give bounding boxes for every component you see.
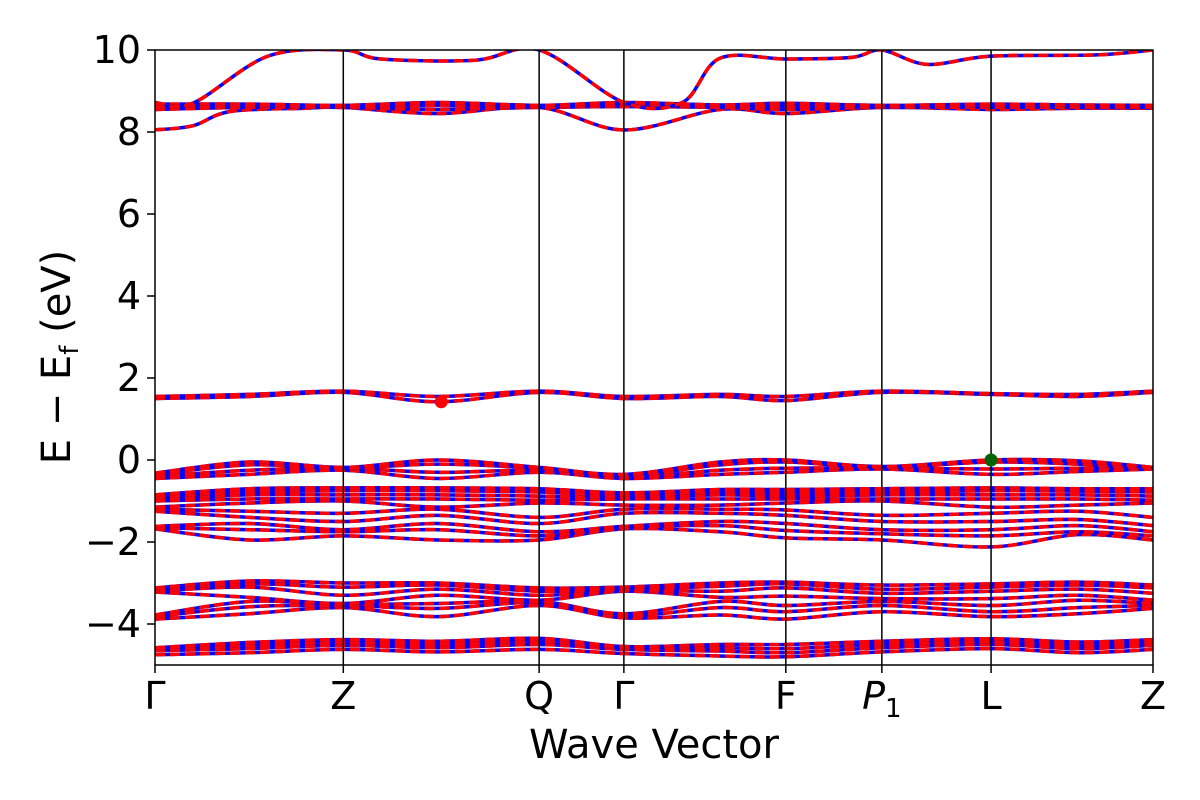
x-tick-label: Γ — [613, 674, 634, 718]
x-tick-label: Γ — [144, 674, 165, 718]
plot-frame — [154, 49, 1154, 666]
y-tick-label: 2 — [117, 356, 141, 400]
band-24-fit — [155, 457, 1153, 477]
extrema-markers — [434, 395, 998, 467]
y-tick-label: 0 — [117, 438, 141, 482]
y-tick-label: −2 — [85, 520, 141, 564]
y-axis-title-unit: (eV) — [34, 250, 80, 346]
y-tick-label: 4 — [117, 274, 141, 318]
y-tick-label: 6 — [117, 192, 141, 236]
x-tick-label: Z — [1140, 674, 1166, 718]
x-axis-title: Wave Vector — [529, 722, 780, 768]
y-axis-title: E − Ef (eV) — [34, 250, 85, 465]
y-axis-title-main: E − E — [34, 355, 80, 465]
x-tick-label: P1 — [862, 674, 901, 724]
y-axis: −4 −2 0 2 4 6 8 10 — [85, 28, 155, 646]
band-6-fit — [155, 598, 1153, 617]
band-27-fit — [155, 105, 1153, 132]
band-31-fit — [155, 50, 1153, 111]
x-tick-label: Q — [524, 674, 554, 718]
x-tick-label: Z — [330, 674, 356, 718]
vbm-marker — [984, 453, 998, 467]
y-tick-label: 10 — [93, 28, 141, 72]
x-tick-label: L — [980, 674, 1001, 718]
y-axis-title-sub: f — [55, 345, 85, 355]
x-axis: Γ Z Q Γ F P1 L Z — [144, 665, 1166, 724]
cbm-marker — [434, 395, 448, 409]
y-tick-label: 8 — [117, 110, 141, 154]
x-tick-label: F — [775, 674, 797, 718]
y-tick-label: −4 — [85, 602, 141, 646]
bands-layer — [155, 50, 1153, 659]
kpoint-lines — [342, 50, 992, 665]
band-4-fit — [155, 603, 1153, 621]
